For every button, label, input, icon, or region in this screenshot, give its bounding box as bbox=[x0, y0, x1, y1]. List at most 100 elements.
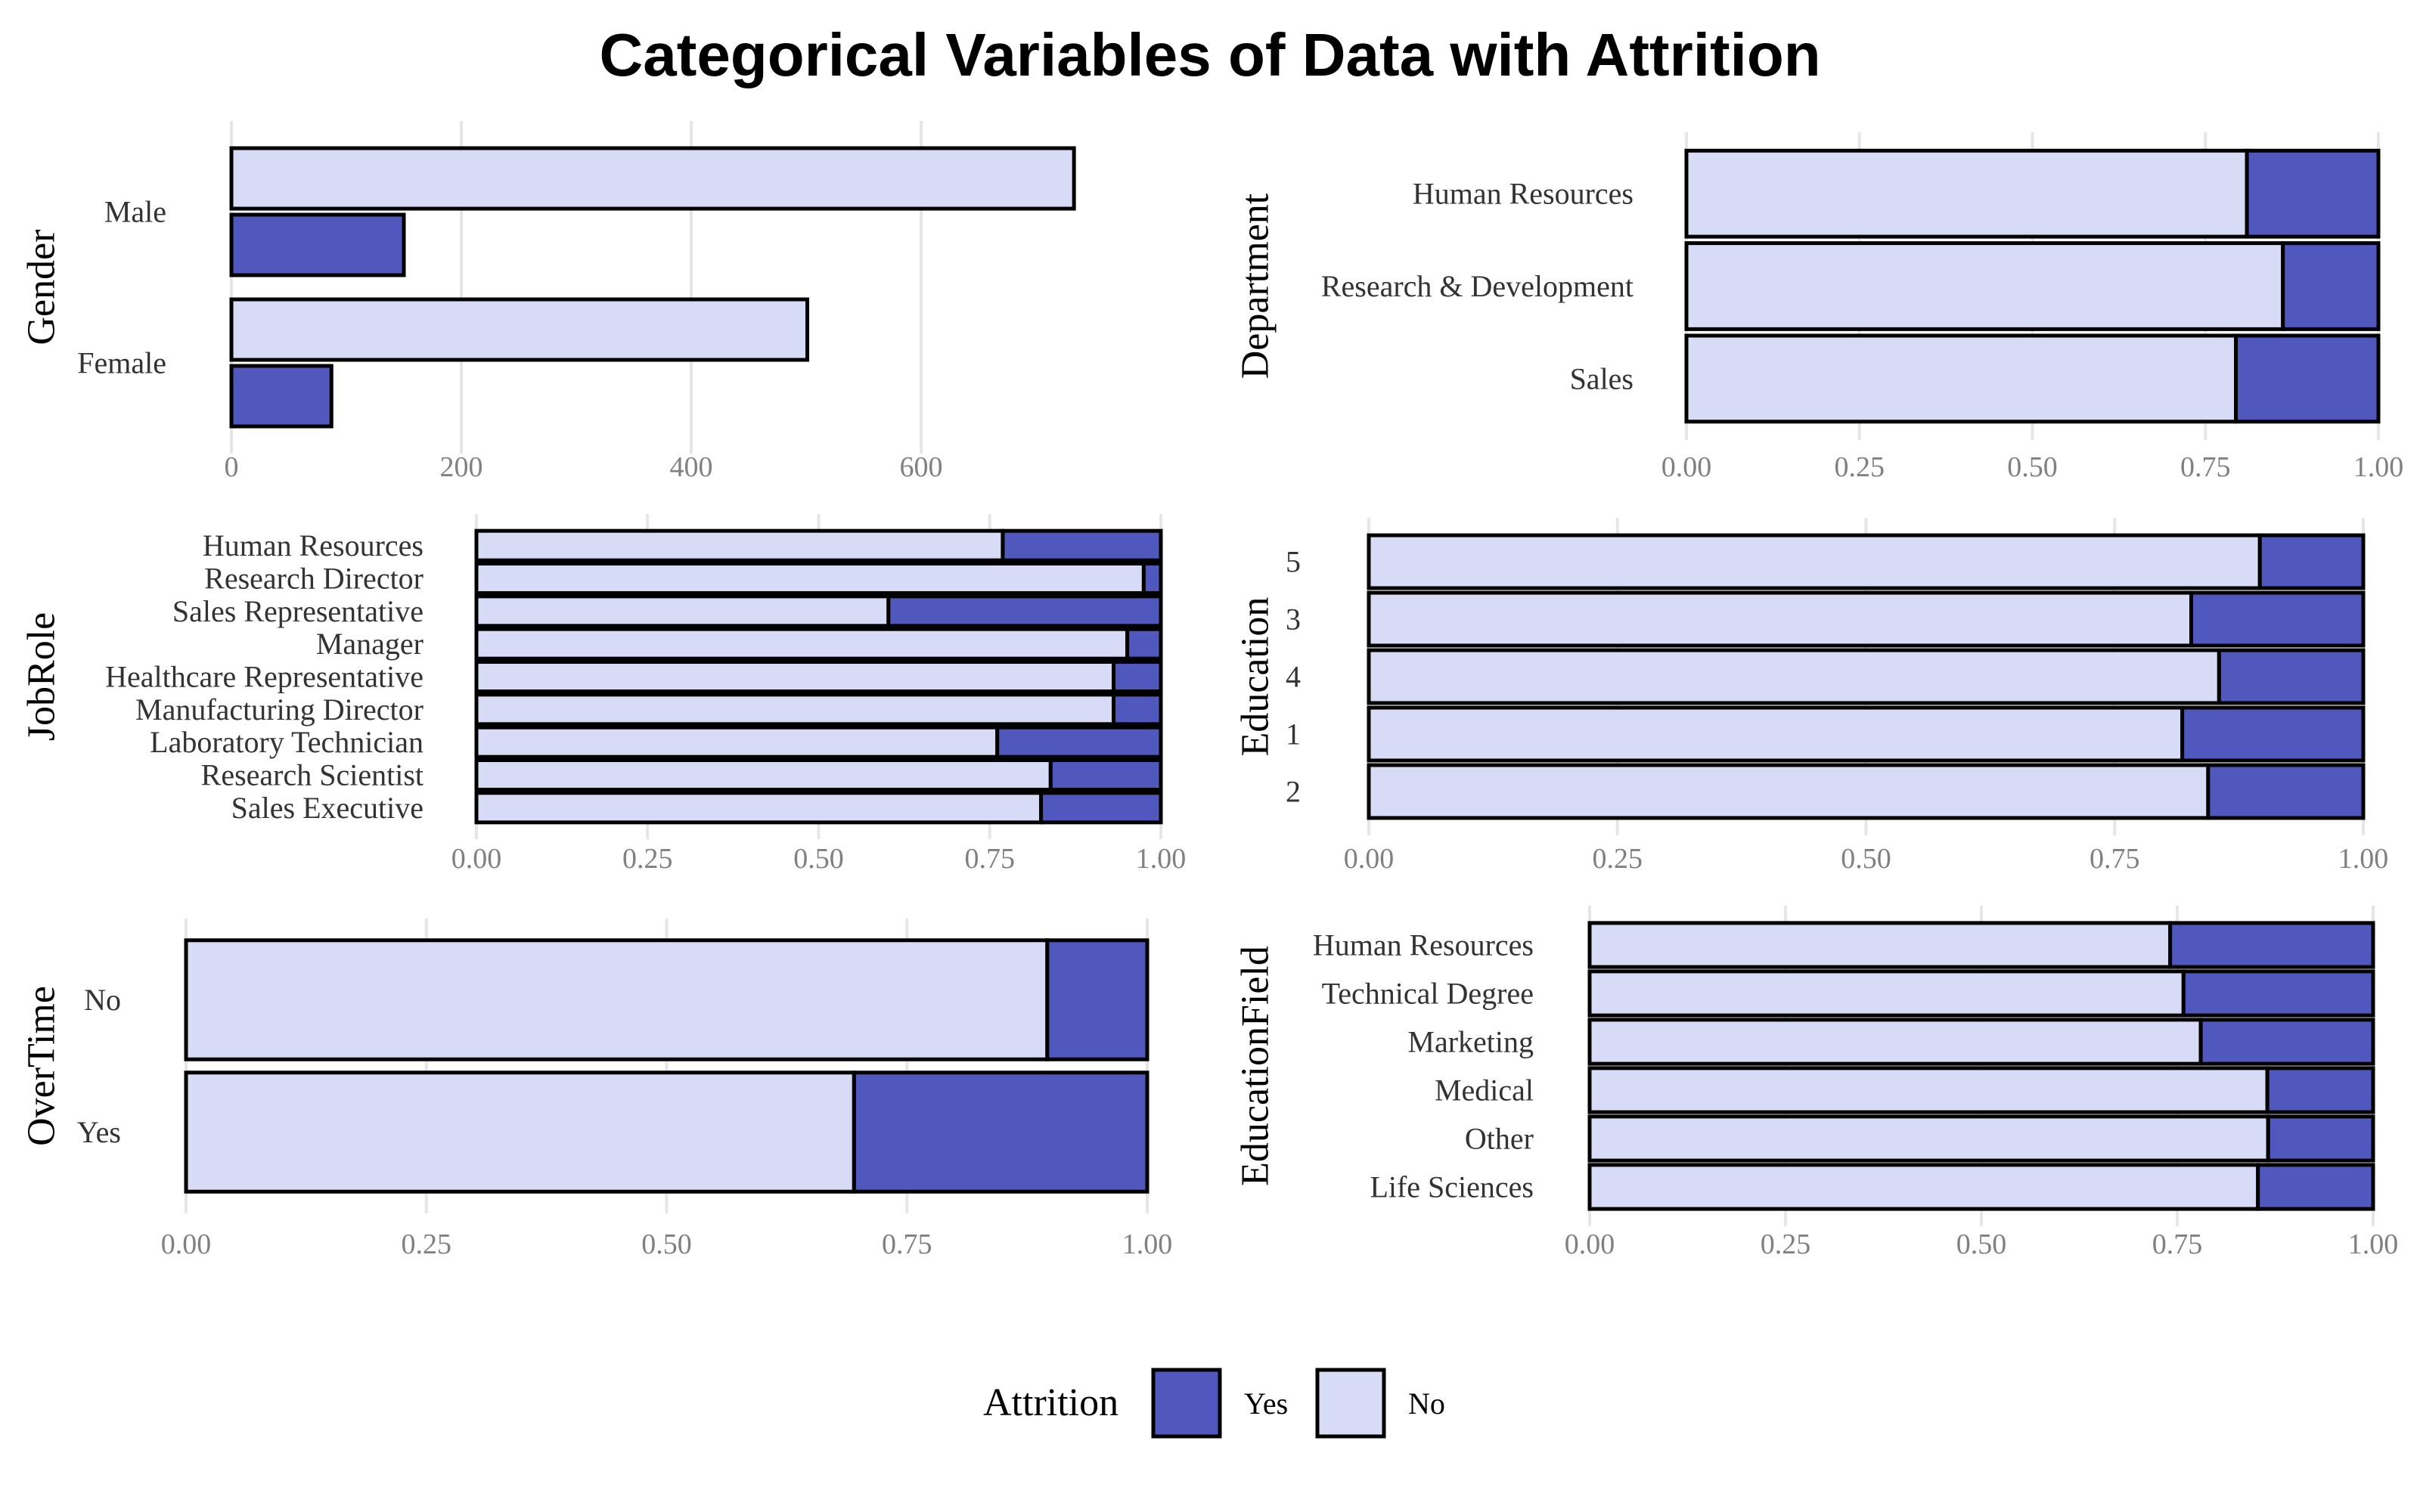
x-tick-label: 0.50 bbox=[2007, 451, 2058, 483]
bar-yes bbox=[229, 364, 334, 429]
y-axis-title: OverTime bbox=[20, 986, 64, 1146]
bar-yes bbox=[2181, 969, 2375, 1018]
y-axis-title: JobRole bbox=[20, 612, 64, 741]
bar-no bbox=[229, 297, 810, 362]
bar-no bbox=[1684, 148, 2249, 239]
category-label: Laboratory Technician bbox=[150, 725, 424, 759]
category-label: Sales Executive bbox=[231, 791, 424, 825]
bar-yes bbox=[886, 594, 1163, 628]
category-label: Human Resources bbox=[1313, 928, 1534, 962]
bar-yes bbox=[1039, 791, 1163, 825]
bar-no bbox=[474, 627, 1130, 661]
x-tick-label: 1.00 bbox=[2348, 1228, 2399, 1260]
x-tick-label: 1.00 bbox=[2338, 843, 2389, 875]
legend: Attrition Yes No bbox=[983, 1368, 1445, 1439]
x-tick-label: 0.50 bbox=[1956, 1228, 2007, 1260]
bar-yes bbox=[2168, 921, 2375, 969]
panel-educationfield: 0.00 0.25 0.50 0.75 1.00 EducationField Human … bbox=[1234, 906, 2399, 1260]
bar-yes bbox=[2198, 1018, 2375, 1066]
y-axis-title: Department bbox=[1234, 193, 1277, 379]
x-tick-label: 0.75 bbox=[965, 843, 1016, 875]
bar-yes bbox=[1141, 562, 1163, 595]
bar-yes bbox=[852, 1070, 1150, 1194]
x-tick-label: 0.25 bbox=[1835, 451, 1885, 483]
bar-no bbox=[474, 594, 891, 628]
bar-yes bbox=[1001, 528, 1163, 562]
x-tick-label: 0.50 bbox=[1841, 843, 1891, 875]
y-axis-title: EducationField bbox=[1234, 946, 1277, 1186]
bar-yes bbox=[2180, 705, 2366, 763]
bar-no bbox=[1684, 333, 2238, 424]
bar-no bbox=[1367, 705, 2185, 763]
bar-yes bbox=[995, 725, 1163, 759]
bar-no bbox=[184, 1070, 856, 1194]
bar-yes bbox=[1112, 660, 1163, 693]
x-tick-label: 1.00 bbox=[1122, 1228, 1173, 1260]
bar-yes bbox=[2189, 590, 2366, 648]
bar-no bbox=[184, 938, 1050, 1061]
x-tick-label: 0.00 bbox=[451, 843, 502, 875]
x-tick-label: 0.25 bbox=[1593, 843, 1643, 875]
bar-no bbox=[1587, 1066, 2270, 1114]
category-label: Life Sciences bbox=[1370, 1170, 1534, 1204]
panel-department: 0.00 0.25 0.50 0.75 1.00 Department Human Reso… bbox=[1234, 132, 2403, 483]
bar-no bbox=[229, 146, 1076, 211]
category-label: Female bbox=[77, 346, 166, 380]
bar-yes bbox=[2266, 1114, 2375, 1163]
x-tick-label: 200 bbox=[440, 451, 483, 483]
category-label: 5 bbox=[1286, 545, 1301, 579]
x-tick-label: 0.25 bbox=[1761, 1228, 1811, 1260]
bar-yes bbox=[2245, 148, 2381, 239]
panel-overtime: 0.00 0.25 0.50 0.75 1.00 OverTime No Yes bbox=[20, 919, 1173, 1260]
bar-yes bbox=[1048, 758, 1163, 792]
y-axis-title: Education bbox=[1234, 597, 1277, 757]
x-tick-label: 0.00 bbox=[1661, 451, 1712, 483]
bar-yes bbox=[1125, 627, 1163, 661]
x-tick-label: 1.00 bbox=[1136, 843, 1187, 875]
category-label: Sales bbox=[1570, 361, 1634, 395]
x-tick-label: 0.75 bbox=[2180, 451, 2231, 483]
bar-no bbox=[1587, 1018, 2203, 1066]
legend-label-no: No bbox=[1408, 1387, 1445, 1421]
bar-no bbox=[1587, 921, 2173, 969]
bar-yes bbox=[2256, 1163, 2375, 1211]
panel-jobrole: 0.00 0.25 0.50 0.75 1.00 JobRole Human Resourc… bbox=[20, 514, 1187, 875]
bar-no bbox=[1587, 969, 2186, 1018]
category-label: Research Director bbox=[204, 562, 424, 596]
bar-no bbox=[1587, 1114, 2270, 1163]
bar-no bbox=[1367, 648, 2221, 705]
category-label: Human Resources bbox=[1413, 177, 1634, 211]
x-tick-label: 0.75 bbox=[2152, 1228, 2203, 1260]
category-label: Manufacturing Director bbox=[135, 692, 424, 727]
legend-title: Attrition bbox=[983, 1381, 1118, 1424]
bar-no bbox=[474, 725, 1000, 759]
bar-no bbox=[1587, 1163, 2260, 1211]
bar-no bbox=[1684, 241, 2285, 331]
category-label: 4 bbox=[1286, 660, 1301, 694]
bar-no bbox=[1367, 763, 2211, 820]
category-label: Research Scientist bbox=[201, 758, 424, 792]
x-tick-label: 0.25 bbox=[622, 843, 673, 875]
x-tick-label: 0.00 bbox=[161, 1228, 212, 1260]
bar-yes bbox=[2206, 763, 2366, 820]
x-tick-label: 0.50 bbox=[793, 843, 844, 875]
bar-yes bbox=[229, 212, 406, 277]
legend-key-no bbox=[1315, 1368, 1386, 1439]
legend-key-yes bbox=[1151, 1368, 1222, 1439]
x-tick-label: 0.75 bbox=[2090, 843, 2140, 875]
x-tick-label: 0.25 bbox=[402, 1228, 452, 1260]
x-tick-label: 0.75 bbox=[882, 1228, 932, 1260]
x-tick-label: 400 bbox=[670, 451, 713, 483]
category-label: 1 bbox=[1286, 717, 1301, 751]
category-label: Human Resources bbox=[203, 528, 424, 562]
bar-yes bbox=[2217, 648, 2366, 705]
bar-yes bbox=[2257, 533, 2366, 590]
x-tick-label: 0.00 bbox=[1565, 1228, 1615, 1260]
category-label: No bbox=[84, 983, 121, 1017]
category-label: 3 bbox=[1286, 603, 1301, 637]
category-label: Technical Degree bbox=[1322, 977, 1534, 1011]
category-label: 2 bbox=[1286, 775, 1301, 809]
